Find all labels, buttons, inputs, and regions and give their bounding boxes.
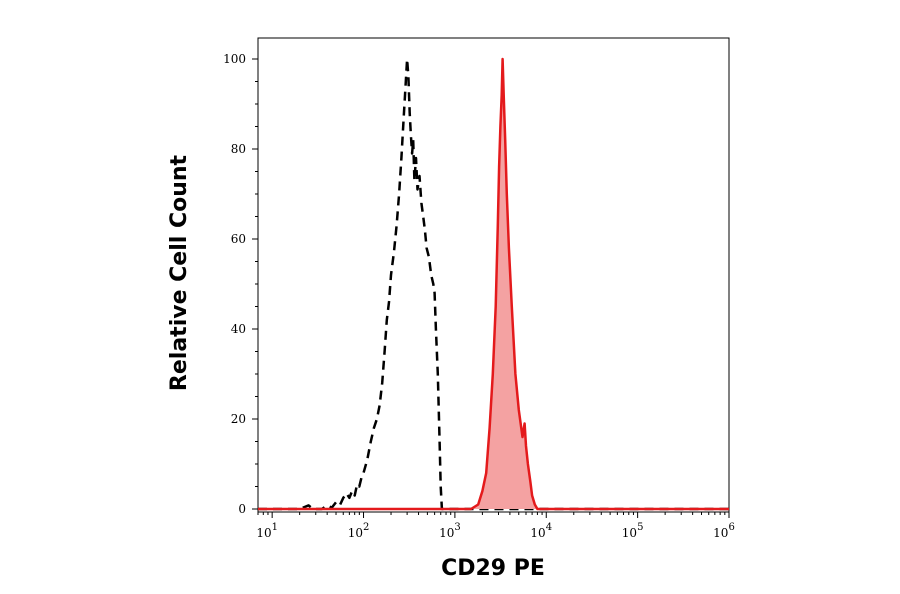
y-tick-label: 60 xyxy=(231,232,246,246)
series-0-line xyxy=(258,57,729,511)
x-axis: 101 102 103 104 105 106 xyxy=(256,512,735,540)
y-axis: 0 20 40 60 80 100 xyxy=(223,52,258,516)
x-tick-label: 104 xyxy=(530,522,552,540)
x-tick-label: 102 xyxy=(348,522,370,540)
series-1-line xyxy=(258,57,729,511)
x-tick-label: 101 xyxy=(256,522,278,540)
x-tick-label: 105 xyxy=(622,522,644,540)
series-1-fill xyxy=(258,59,729,509)
x-axis-title: CD29 PE xyxy=(441,556,545,581)
y-tick-label: 80 xyxy=(231,142,246,156)
x-tick-label: 103 xyxy=(439,522,461,540)
x-tick-label: 106 xyxy=(713,522,735,540)
y-tick-label: 20 xyxy=(231,412,246,426)
y-tick-label: 40 xyxy=(231,322,246,336)
y-tick-label: 0 xyxy=(238,502,246,516)
series-layer xyxy=(258,57,729,511)
y-tick-label: 100 xyxy=(223,52,246,66)
y-axis-title: Relative Cell Count xyxy=(167,154,192,391)
